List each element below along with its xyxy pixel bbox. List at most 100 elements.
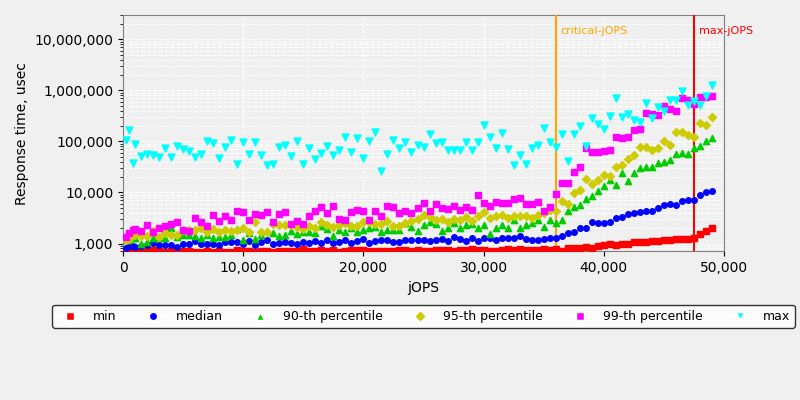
Point <box>279 239 292 246</box>
Point <box>237 139 250 146</box>
Point <box>141 239 154 246</box>
Point <box>459 222 472 228</box>
Point <box>126 231 139 238</box>
Point <box>255 152 268 158</box>
Point <box>357 247 370 254</box>
Point <box>646 146 658 153</box>
Point <box>694 142 706 149</box>
Point <box>177 248 190 255</box>
Point <box>122 236 135 242</box>
Point <box>122 248 135 255</box>
Point <box>579 145 592 152</box>
Point <box>345 149 358 156</box>
Point <box>183 148 196 154</box>
Point <box>663 106 676 112</box>
Point <box>471 213 484 219</box>
Point <box>261 162 274 169</box>
Point <box>363 219 376 225</box>
Point <box>465 146 478 153</box>
Point <box>603 241 616 247</box>
Point <box>567 245 580 251</box>
Point <box>646 164 658 170</box>
Point <box>687 134 700 140</box>
Point <box>658 202 670 208</box>
Point <box>119 248 132 254</box>
Point <box>333 239 346 245</box>
Point <box>526 220 538 226</box>
Point <box>195 225 208 231</box>
Point <box>646 238 658 244</box>
Point <box>129 247 142 254</box>
Y-axis label: Response time, usec: Response time, usec <box>15 62 29 205</box>
Point <box>387 204 400 210</box>
Point <box>699 122 712 128</box>
Point <box>255 248 268 254</box>
Point <box>219 213 232 219</box>
Point <box>213 218 226 224</box>
Point <box>417 200 430 206</box>
Point <box>153 234 166 240</box>
Point <box>586 193 598 199</box>
Point <box>435 139 448 146</box>
Point <box>507 212 520 219</box>
Point <box>285 220 298 227</box>
Point <box>663 141 676 148</box>
Point <box>327 233 340 240</box>
Point <box>273 247 286 254</box>
Point <box>183 232 196 238</box>
Point <box>327 152 340 158</box>
Point <box>603 218 616 225</box>
Point <box>429 140 442 146</box>
Point <box>574 245 586 251</box>
Point <box>339 229 352 235</box>
Point <box>261 229 274 235</box>
Point <box>435 205 448 212</box>
Point <box>477 122 490 128</box>
Point <box>651 145 664 151</box>
Point <box>411 228 424 234</box>
Point <box>447 203 460 209</box>
Point <box>351 238 364 244</box>
Point <box>441 219 454 226</box>
Point <box>177 226 190 233</box>
Point <box>387 239 400 245</box>
Point <box>507 196 520 202</box>
Point <box>189 232 202 239</box>
Point <box>171 231 184 238</box>
Point <box>309 230 322 236</box>
Point <box>285 228 298 234</box>
Point <box>273 240 286 246</box>
Point <box>225 239 238 246</box>
Point <box>363 138 376 144</box>
Point <box>237 224 250 231</box>
Point <box>603 113 616 120</box>
Point <box>639 239 652 245</box>
Point <box>658 236 670 243</box>
Point <box>363 225 376 231</box>
Point <box>153 242 166 248</box>
Point <box>682 236 694 242</box>
Point <box>694 192 706 199</box>
Point <box>574 164 586 170</box>
Point <box>333 227 346 233</box>
Point <box>519 236 532 242</box>
Point <box>591 120 604 127</box>
Point <box>627 127 640 133</box>
Point <box>321 210 334 216</box>
Point <box>333 216 346 222</box>
Point <box>423 238 436 244</box>
Point <box>526 236 538 243</box>
Point <box>514 195 526 202</box>
Point <box>651 104 664 110</box>
Point <box>231 239 244 246</box>
Point <box>141 242 154 248</box>
Point <box>495 200 508 206</box>
Point <box>231 226 244 232</box>
Point <box>514 152 526 158</box>
Point <box>417 222 430 228</box>
Point <box>249 249 262 255</box>
Point <box>189 227 202 233</box>
Point <box>567 228 580 235</box>
Point <box>345 247 358 254</box>
Point <box>345 225 358 231</box>
